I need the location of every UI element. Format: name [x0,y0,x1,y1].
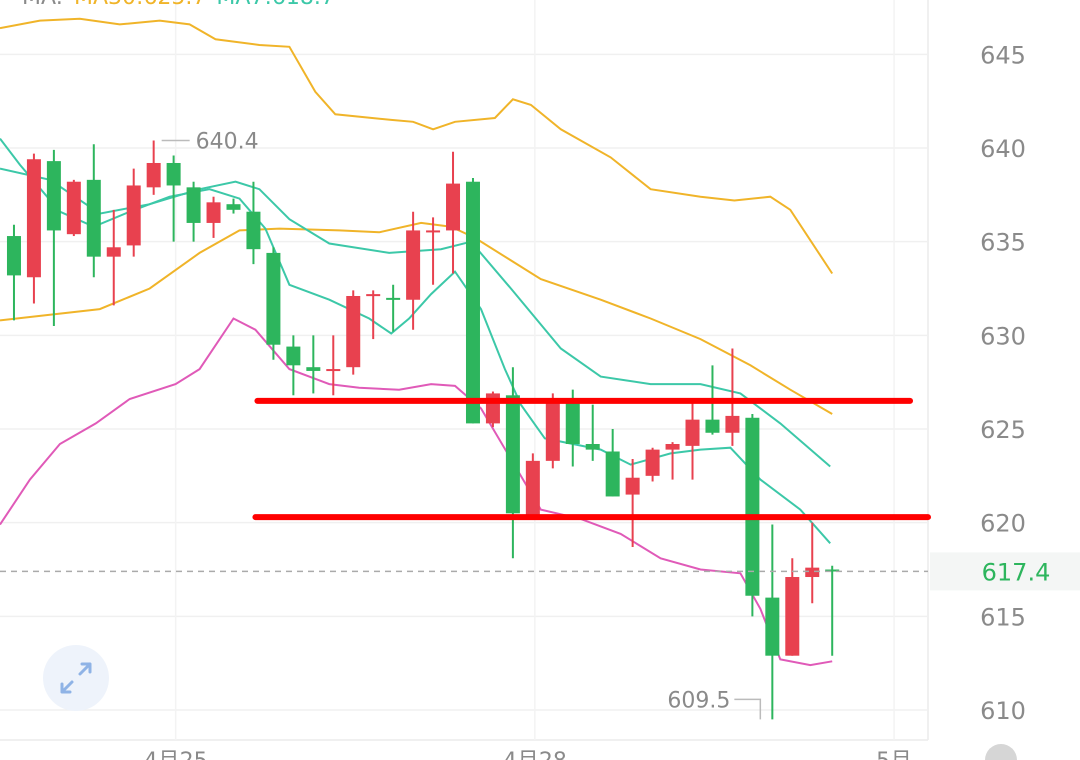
last-price-box [930,552,1080,591]
candle-body [246,211,261,250]
expand-button[interactable] [43,645,109,711]
candle-body [266,252,281,345]
y-tick-label: 615 [980,603,1026,631]
candle-body [565,402,580,444]
candle-body [525,460,540,516]
ma-line [0,17,834,275]
y-tick-label: 625 [980,416,1026,444]
candle-body [366,294,381,297]
candle-body [306,367,321,371]
y-tick-label: 630 [980,322,1026,350]
y-tick-label: 645 [980,41,1026,69]
ma-line [0,137,831,544]
candle-body [166,162,181,186]
candle-body [605,451,620,497]
candle-body [465,181,480,424]
y-tick-label: 620 [980,510,1026,538]
x-tick-label: 4月25 [144,749,208,760]
candle-body [705,419,720,433]
candle-body [426,230,441,233]
candle-body [585,444,600,450]
annotation-label: 640.4 [196,130,259,155]
candle-body [685,419,700,446]
candle-body [625,477,640,495]
candle-body [146,162,161,188]
candle-body [505,395,520,514]
candle-body [665,444,680,450]
y-tick-label: 640 [980,135,1026,163]
candle-body [645,449,660,476]
legend-entry: MA30:625.7 [74,0,206,10]
x-tick-label: 4月28 [503,749,567,760]
ma-line [0,221,833,415]
expand-icon [60,662,92,694]
candle-body [785,577,800,656]
candle-body [106,247,121,257]
annotation-label: 609.5 [667,688,730,713]
candle-body [446,183,461,231]
y-tick-label: 610 [980,697,1026,725]
legend-entry: MA7:618.7 [216,0,334,10]
k-button[interactable] [985,744,1017,760]
candle-body [346,296,361,368]
candle-body [86,179,101,257]
candle-body [186,187,201,223]
candle-body [26,159,41,278]
candle-body [226,204,241,210]
candle-body [46,161,61,231]
candle-body [66,181,81,235]
candle-body [326,369,341,372]
annotation-leader [734,698,762,720]
candle-body [745,417,760,596]
candle-body [286,346,301,366]
y-tick-label: 635 [980,229,1026,257]
candle-body [386,297,401,300]
candle-body [6,236,21,276]
candle-body [765,597,780,656]
x-tick-label: 5月 [876,749,912,760]
last-price-label: 617.4 [982,558,1051,586]
candle-body [545,402,560,461]
candle-body [725,415,740,433]
candle-body [126,185,141,246]
candle-body [805,567,820,578]
legend-prefix: MA: [22,0,63,10]
candle-body [825,569,840,572]
candle-body [406,230,421,300]
candle-body [206,202,221,223]
plot-area: 640.4 609.5 [0,0,931,740]
